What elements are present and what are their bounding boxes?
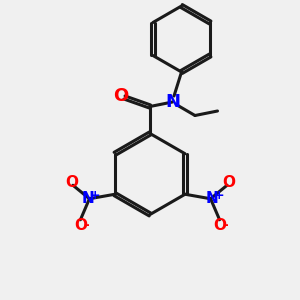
Text: O: O (113, 87, 128, 105)
Text: +: + (89, 189, 100, 202)
Text: O: O (65, 175, 78, 190)
Text: O: O (222, 175, 235, 190)
Text: O: O (213, 218, 226, 233)
Text: O: O (74, 218, 87, 233)
Text: +: + (214, 189, 224, 202)
Text: N: N (165, 93, 180, 111)
Text: -: - (84, 218, 89, 232)
Text: N: N (206, 191, 218, 206)
Text: N: N (82, 191, 94, 206)
Text: -: - (223, 218, 228, 232)
